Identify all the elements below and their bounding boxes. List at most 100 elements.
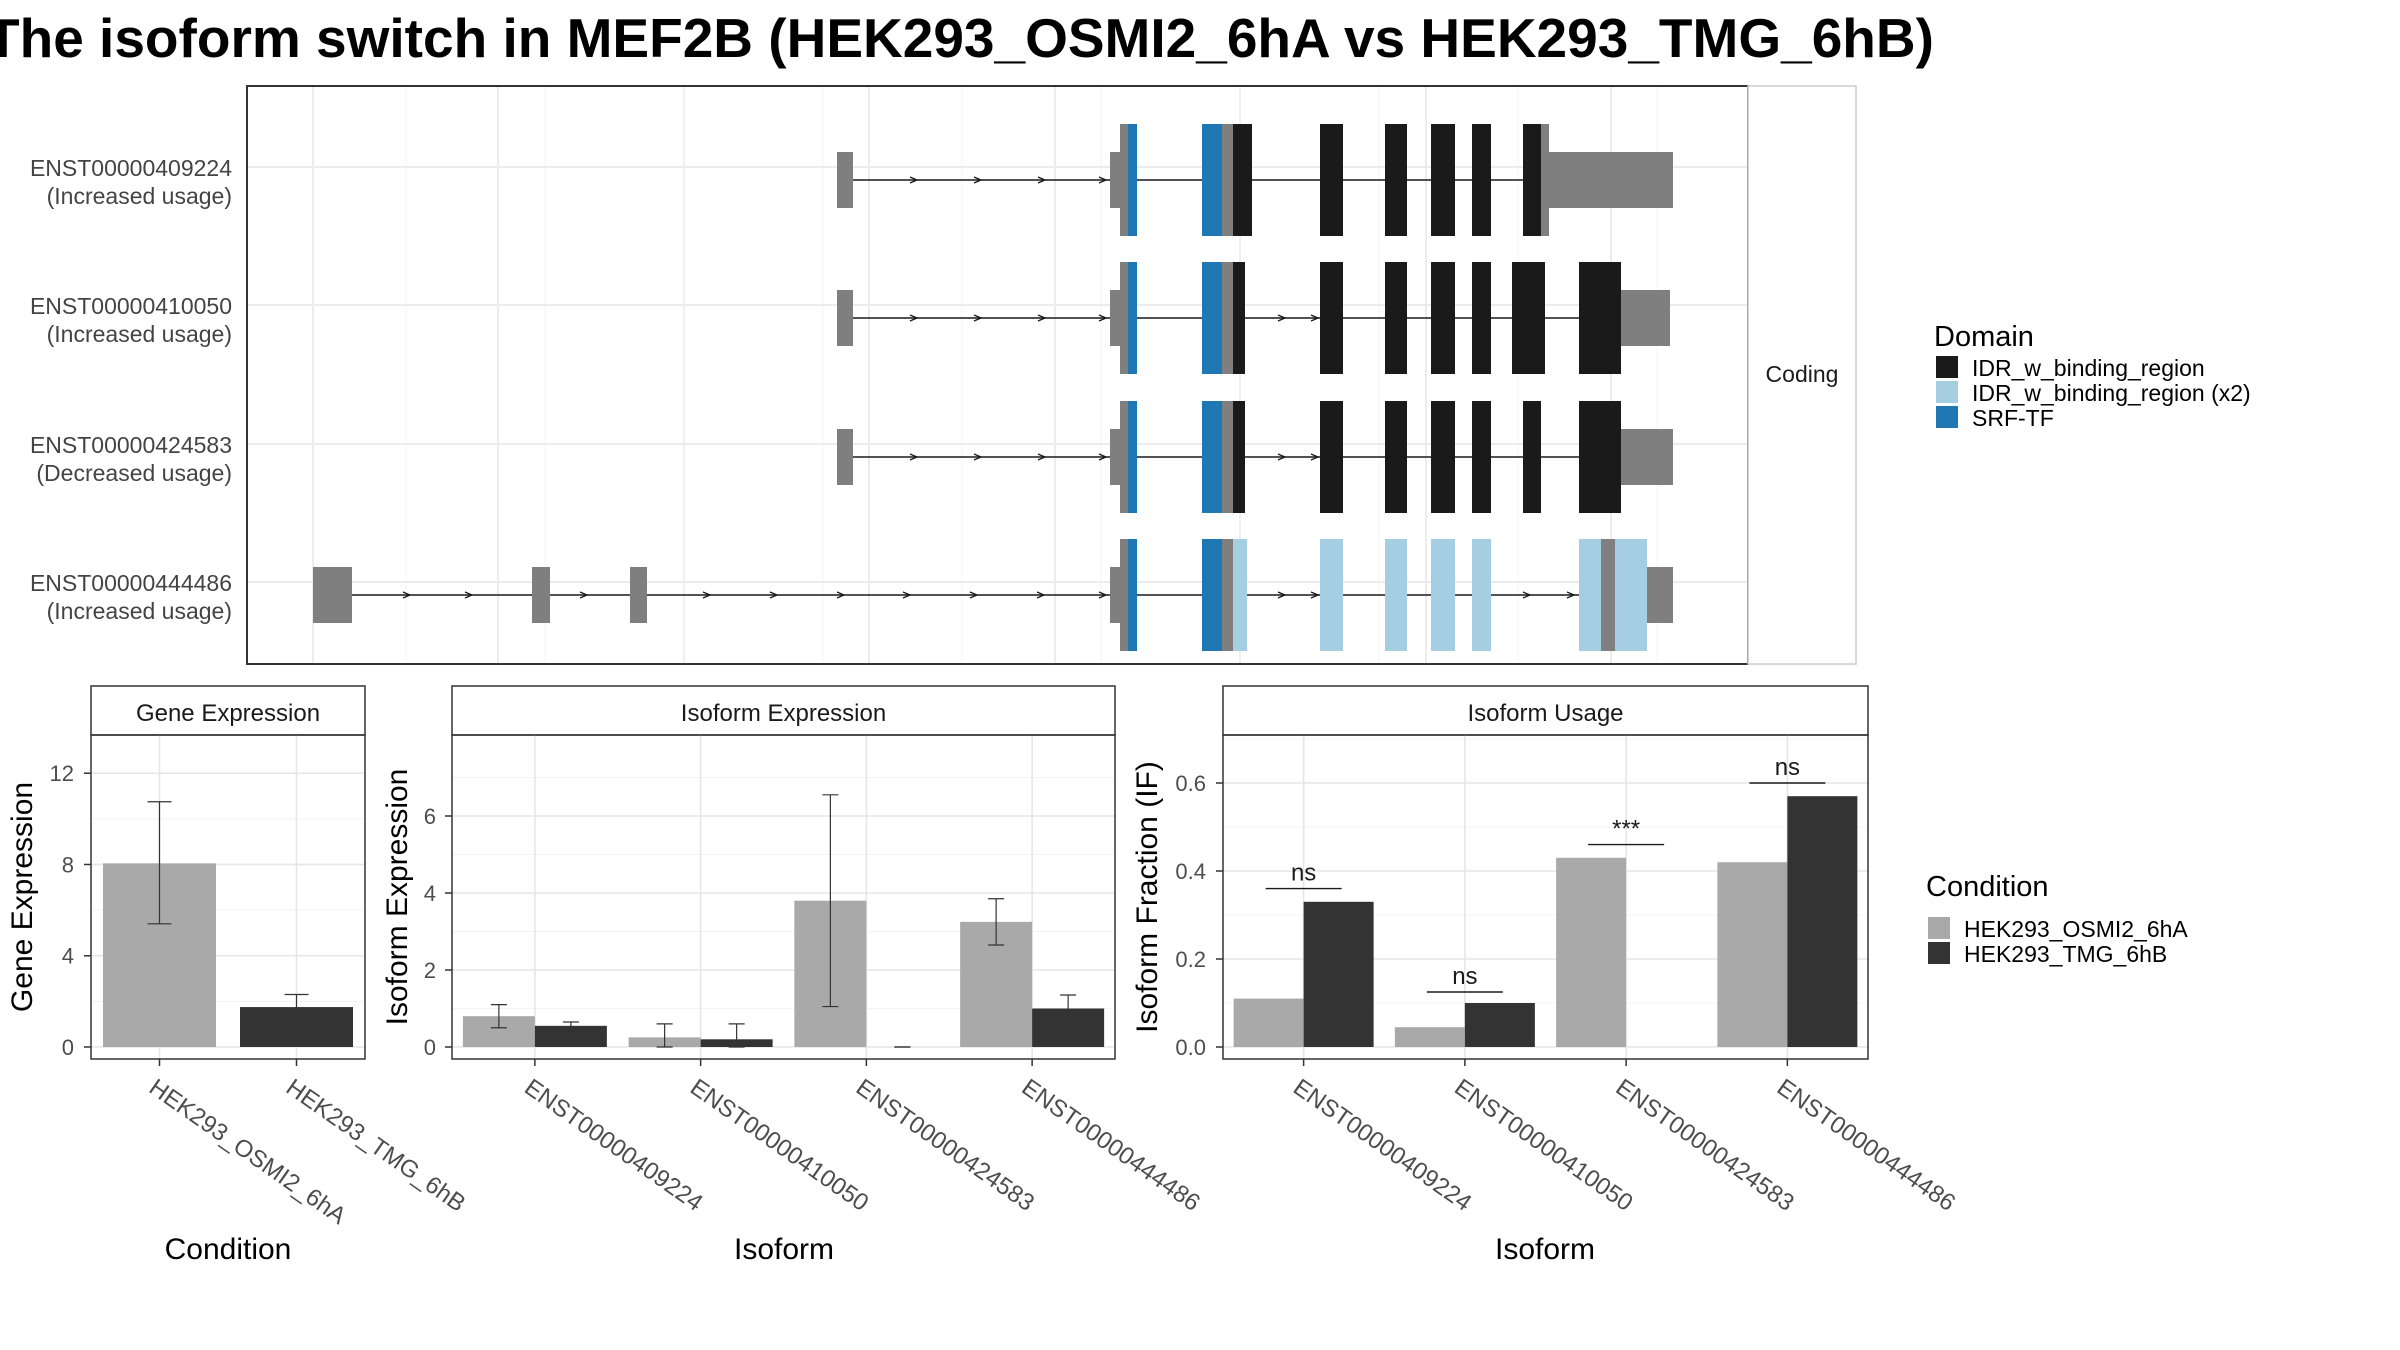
coding-exon — [1320, 401, 1343, 513]
coding-exon — [1431, 539, 1455, 651]
y-tick-label: 0 — [62, 1035, 74, 1060]
coding-exon — [1233, 539, 1247, 651]
utr-exon — [1647, 567, 1673, 623]
bar — [1787, 796, 1858, 1047]
strand-arrow — [1277, 314, 1287, 322]
isoform-usage-panel: Isoform Usage ns ns *** ns 0.0 0.2 0.4 0.6 ENST00… — [1131, 685, 1960, 1266]
strand-arrow — [1277, 453, 1287, 461]
utr-exon — [532, 567, 550, 623]
utr-exon — [1110, 152, 1120, 208]
coding-exon — [1541, 124, 1549, 236]
strand-arrow — [973, 453, 983, 461]
x-tick-label: ENST00000444486 — [1017, 1074, 1205, 1217]
coding-exon — [1523, 401, 1541, 513]
coding-exon — [1431, 124, 1455, 236]
coding-exon — [1233, 262, 1245, 374]
x-tick-label: ENST00000424583 — [1611, 1074, 1799, 1217]
domain-legend-swatch — [1936, 356, 1958, 378]
coding-exon — [1120, 124, 1128, 236]
significance-label: ns — [1775, 754, 1800, 781]
strand-arrow — [909, 453, 919, 461]
coding-exon — [1128, 401, 1137, 513]
strand-arrow — [1037, 314, 1047, 322]
strand-arrow — [1098, 176, 1108, 184]
x-tick-label: ENST00000410050 — [1449, 1074, 1637, 1217]
panel-strip-label: Isoform Usage — [1467, 700, 1623, 727]
strand-arrow — [402, 591, 412, 599]
coding-exon — [1431, 262, 1455, 374]
bar — [1717, 862, 1788, 1047]
y-tick-label: 0.4 — [1175, 859, 1206, 884]
coding-exon — [1202, 124, 1222, 236]
utr-exon — [837, 429, 853, 485]
isoform-usage-label: (Decreased usage) — [36, 460, 232, 486]
strand-arrow — [1310, 314, 1320, 322]
isoform-id-label: ENST00000424583 — [30, 432, 232, 458]
strand-arrow — [1310, 453, 1320, 461]
coding-exon — [1120, 539, 1128, 651]
structure-strip-label: Coding — [1766, 361, 1839, 387]
coding-exon — [1128, 262, 1137, 374]
strand-arrow — [973, 176, 983, 184]
coding-exon — [1120, 262, 1128, 374]
strand-arrow — [1522, 591, 1532, 599]
bar — [1556, 857, 1627, 1047]
coding-exon — [1202, 539, 1222, 651]
y-axis-label: Isoform Fraction (IF) — [1131, 761, 1164, 1033]
strand-arrow — [902, 591, 912, 599]
coding-exon — [1128, 539, 1137, 651]
coding-exon — [1615, 539, 1647, 651]
panel-border — [1222, 734, 1869, 1060]
strand-arrow — [579, 591, 589, 599]
strand-arrow — [1036, 591, 1046, 599]
coding-exon — [1120, 401, 1128, 513]
utr-exon — [1621, 429, 1673, 485]
isoform-id-label: ENST00000409224 — [30, 155, 232, 181]
x-tick-label: ENST00000444486 — [1772, 1074, 1960, 1217]
utr-exon — [837, 152, 853, 208]
strand-arrow — [1277, 591, 1287, 599]
coding-exon — [1222, 124, 1233, 236]
coding-exon — [1472, 539, 1491, 651]
y-tick-label: 4 — [62, 944, 74, 969]
y-tick-label: 0.0 — [1175, 1035, 1206, 1060]
y-axis-label: Gene Expression — [6, 782, 39, 1012]
isoform-usage-label: (Increased usage) — [47, 321, 232, 347]
coding-exon — [1385, 262, 1407, 374]
coding-exon — [1320, 124, 1343, 236]
domain-legend-swatch — [1936, 406, 1958, 428]
coding-exon — [1385, 401, 1407, 513]
coding-exon — [1202, 401, 1222, 513]
utr-exon — [1621, 290, 1670, 346]
coding-exon — [1579, 539, 1601, 651]
coding-exon — [1385, 124, 1407, 236]
y-tick-label: 0.6 — [1175, 771, 1206, 796]
utr-exon — [313, 567, 352, 623]
condition-legend-title: Condition — [1926, 871, 2049, 903]
coding-exon — [1385, 539, 1407, 651]
utr-exon — [1110, 567, 1120, 623]
coding-exon — [1579, 262, 1621, 374]
structure-plot-border — [246, 85, 1749, 665]
x-tick-label: ENST00000410050 — [685, 1074, 873, 1217]
utr-exon — [1110, 429, 1120, 485]
coding-exon — [1128, 124, 1137, 236]
condition-legend-label: HEK293_TMG_6hB — [1964, 941, 2167, 967]
domain-legend-label: IDR_w_binding_region — [1972, 355, 2205, 381]
strand-arrow — [1037, 453, 1047, 461]
y-tick-label: 4 — [424, 881, 436, 906]
x-tick-label: ENST00000409224 — [519, 1074, 707, 1217]
strand-arrow — [973, 314, 983, 322]
y-tick-label: 6 — [424, 804, 436, 829]
utr-exon — [837, 290, 853, 346]
significance-label: ns — [1291, 860, 1316, 887]
bar — [1464, 1003, 1535, 1047]
coding-exon — [1233, 401, 1245, 513]
strand-arrow — [769, 591, 779, 599]
x-axis-label: Isoform — [1495, 1233, 1595, 1266]
y-tick-label: 8 — [62, 852, 74, 877]
coding-exon — [1202, 262, 1222, 374]
bar — [1394, 1027, 1465, 1047]
condition-legend-swatch — [1928, 917, 1950, 939]
